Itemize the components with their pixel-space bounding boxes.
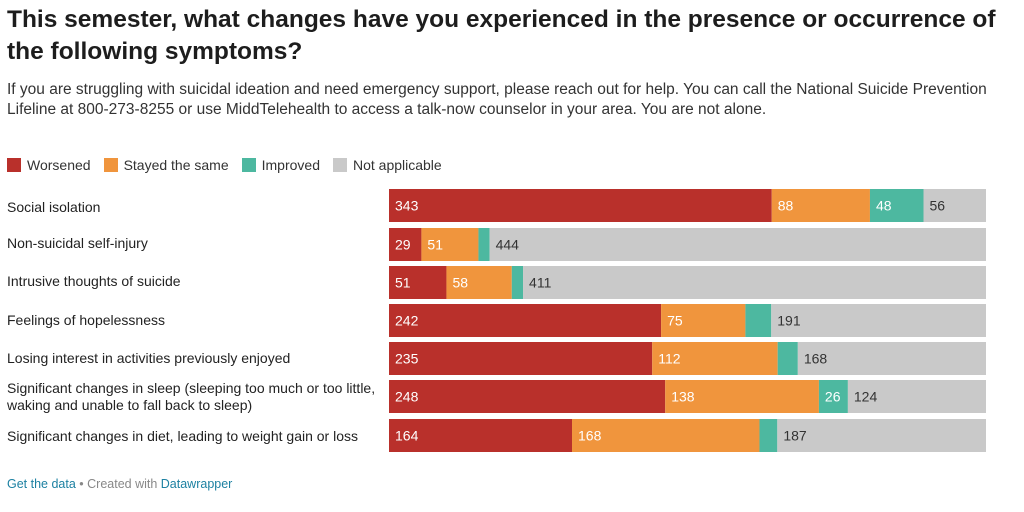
get-the-data-link[interactable]: Get the data [7, 477, 76, 491]
legend-item-worsened: Worsened [7, 157, 91, 173]
legend-label-stayed-the-same: Stayed the same [123, 157, 229, 173]
value-label-stayed-the-same-3: 58 [452, 275, 468, 291]
value-label-worsened-7: 164 [395, 428, 419, 444]
value-label-worsened-3: 51 [395, 275, 411, 291]
legend-label-worsened: Worsened [27, 157, 91, 173]
bar-stayed-the-same-6 [665, 380, 819, 413]
bar-stayed-the-same-1 [771, 189, 870, 222]
value-label-worsened-1: 343 [395, 198, 419, 214]
bar-improved-4 [745, 304, 772, 337]
bar-improved-3 [511, 266, 524, 299]
row-label-diet-changes: Significant changes in diet, leading to … [7, 428, 358, 444]
value-label-not-applicable-5: 168 [804, 351, 828, 367]
row-label-non-suicidal-self-injury: Non-suicidal self-injury [7, 235, 148, 251]
value-label-worsened-6: 248 [395, 389, 419, 405]
footer: Get the data • Created with Datawrapper [7, 477, 232, 491]
legend-item-improved: Improved [241, 157, 320, 173]
bar-improved-7 [759, 419, 778, 452]
value-label-not-applicable-3: 411 [529, 275, 552, 291]
value-label-worsened-2: 29 [395, 237, 411, 253]
value-label-not-applicable-1: 56 [930, 198, 946, 214]
bar-stayed-the-same-7 [572, 419, 760, 452]
bar-improved-1 [869, 189, 924, 222]
bar-stayed-the-same-5 [652, 342, 778, 375]
value-label-stayed-the-same-1: 88 [778, 198, 794, 214]
bar-not-applicable-4 [771, 304, 986, 337]
value-label-stayed-the-same-7: 168 [578, 428, 602, 444]
chart-subtitle: If you are struggling with suicidal idea… [7, 81, 987, 118]
bar-worsened-6 [389, 380, 666, 413]
value-label-improved-1: 48 [876, 198, 892, 214]
legend: Worsened Stayed the same Improved Not ap… [7, 155, 455, 175]
value-label-not-applicable-4: 191 [777, 313, 801, 329]
value-label-not-applicable-6: 124 [854, 389, 878, 405]
bar-not-applicable-5 [797, 342, 986, 375]
row-label-social-isolation: Social isolation [7, 199, 101, 215]
bar-improved-5 [777, 342, 798, 375]
value-label-stayed-the-same-4: 75 [667, 313, 683, 329]
value-label-stayed-the-same-2: 51 [427, 237, 443, 253]
bar-not-applicable-1 [923, 189, 986, 222]
bar-not-applicable-2 [489, 228, 986, 261]
legend-swatch-not-applicable [332, 158, 347, 172]
value-label-worsened-4: 242 [395, 313, 419, 329]
bar-worsened-1 [389, 189, 772, 222]
row-label-losing-interest: Losing interest in activities previously… [7, 350, 291, 366]
legend-swatch-stayed-the-same [103, 158, 118, 172]
legend-swatch-improved [241, 158, 256, 172]
legend-label-improved: Improved [261, 157, 320, 173]
bar-stayed-the-same-2 [421, 228, 479, 261]
value-label-worsened-5: 235 [395, 351, 419, 367]
bar-stayed-the-same-3 [446, 266, 512, 299]
bar-not-applicable-3 [523, 266, 986, 299]
bar-not-applicable-7 [777, 419, 986, 452]
bar-worsened-5 [389, 342, 653, 375]
footer-separator: • Created with [75, 477, 161, 491]
value-label-stayed-the-same-6: 138 [671, 389, 695, 405]
legend-item-stayed-the-same: Stayed the same [103, 157, 229, 173]
bar-not-applicable-6 [847, 380, 986, 413]
value-label-stayed-the-same-5: 112 [658, 351, 681, 367]
row-label-intrusive-thoughts: Intrusive thoughts of suicide [7, 273, 181, 289]
chart-title: This semester, what changes have you exp… [7, 6, 996, 65]
bar-worsened-7 [389, 419, 573, 452]
row-label-sleep-changes: Significant changes in sleep (sleeping t… [7, 380, 376, 413]
bar-stayed-the-same-4 [661, 304, 746, 337]
bar-worsened-4 [389, 304, 662, 337]
bar-improved-6 [818, 380, 848, 413]
value-label-not-applicable-2: 444 [496, 237, 520, 253]
legend-item-not-applicable: Not applicable [332, 157, 442, 173]
bar-improved-2 [478, 228, 490, 261]
datawrapper-link[interactable]: Datawrapper [160, 477, 233, 491]
legend-swatch-worsened [7, 158, 21, 172]
value-label-not-applicable-7: 187 [783, 428, 807, 444]
bar-worsened-2 [389, 228, 422, 261]
value-label-improved-6: 26 [825, 389, 841, 405]
legend-label-not-applicable: Not applicable [352, 157, 442, 173]
row-label-hopelessness: Feelings of hopelessness [7, 312, 165, 328]
bar-worsened-3 [389, 266, 447, 299]
